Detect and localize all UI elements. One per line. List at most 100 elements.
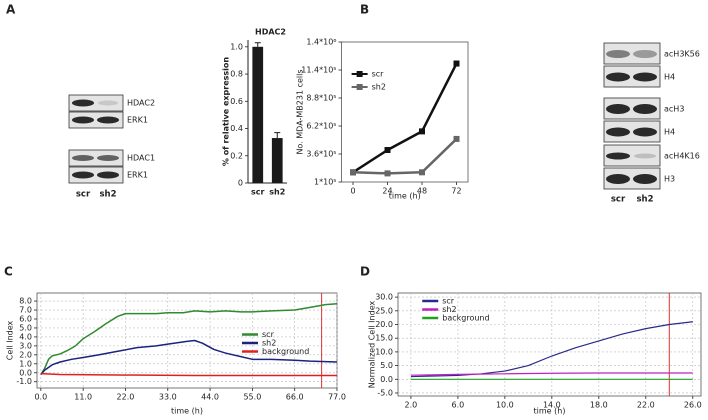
series-line xyxy=(352,62,458,174)
series-line xyxy=(410,372,693,376)
x-tick-label: 44.0 xyxy=(201,393,219,402)
bar xyxy=(271,138,283,183)
y-tick-label: 2.0 xyxy=(19,350,32,359)
y-tick-label: 0 xyxy=(238,179,243,188)
legend-marker xyxy=(356,84,363,90)
lane-label: scr xyxy=(611,195,626,205)
legend-label: scr xyxy=(372,70,385,79)
point xyxy=(350,169,356,176)
x-tick-label: 22.0 xyxy=(637,401,655,410)
blot-label: acH3 xyxy=(664,105,684,114)
y-tick-label: 3.6*10⁵ xyxy=(306,150,336,159)
y-axis-label: % of relative expression xyxy=(222,57,231,167)
x-tick-label: 10.0 xyxy=(496,401,514,410)
plot-frame xyxy=(341,41,469,183)
x-tick-label: 18.0 xyxy=(590,401,608,410)
legend-label: sh2 xyxy=(372,83,386,92)
x-tick-label: scr xyxy=(251,188,265,197)
panel-label: D xyxy=(360,265,370,279)
y-tick-label: 25.0 xyxy=(375,306,393,315)
blot-label: ERK1 xyxy=(127,171,148,180)
x-tick-label: 48 xyxy=(417,187,427,196)
x-axis-label: time (h) xyxy=(389,192,421,201)
blot-label: HDAC1 xyxy=(127,154,155,163)
x-tick-label: 14.0 xyxy=(543,401,561,410)
blot-label: H3 xyxy=(664,175,675,184)
plot-frame xyxy=(36,292,338,389)
legend-marker xyxy=(356,71,363,77)
blot-b xyxy=(603,42,661,190)
panel-label: A xyxy=(6,3,16,17)
y-tick-label: 1.0 xyxy=(19,359,32,368)
series-line xyxy=(40,372,337,377)
x-tick-label: 24 xyxy=(382,187,392,196)
x-tick-label: 0.0 xyxy=(34,393,47,402)
lane-label: sh2 xyxy=(636,195,653,205)
x-tick-label: 55.0 xyxy=(243,393,261,402)
y-tick-label: 0.2 xyxy=(230,151,243,160)
chart-title: HDAC2 xyxy=(255,28,286,37)
x-axis-label: time (h) xyxy=(534,407,566,416)
legend-label: scr xyxy=(262,330,275,339)
y-tick-label: 0.0 xyxy=(380,375,393,384)
x-tick-label: 66.0 xyxy=(286,393,304,402)
blot-label: acH3K56 xyxy=(664,50,700,59)
blot-label: ERK1 xyxy=(127,116,148,125)
y-tick-label: 4.0 xyxy=(19,332,32,341)
y-tick-label: 30.0 xyxy=(375,293,393,302)
point xyxy=(419,128,425,135)
blot-label: H4 xyxy=(664,128,675,137)
series-line xyxy=(40,303,338,375)
x-tick-label: 0 xyxy=(350,187,355,196)
x-tick-label: 33.0 xyxy=(159,393,177,402)
y-tick-label: 7.0 xyxy=(19,306,32,315)
y-tick-label: 5.0 xyxy=(19,323,32,332)
point xyxy=(384,147,391,154)
blot-label: H4 xyxy=(664,73,675,82)
y-tick-label: 15.0 xyxy=(375,334,393,343)
y-tick-label: 1*10⁵ xyxy=(314,178,336,187)
x-tick-label: 26.0 xyxy=(684,401,702,410)
point xyxy=(453,60,460,67)
point xyxy=(419,169,425,176)
point xyxy=(453,135,460,142)
x-tick-label: 11.0 xyxy=(74,393,92,402)
legend-label: background xyxy=(262,347,309,356)
y-tick-label: 0.8 xyxy=(230,70,243,79)
blot-label: acH4K16 xyxy=(664,152,700,161)
x-axis-label: time (h) xyxy=(171,407,203,416)
x-tick-label: 72 xyxy=(451,187,461,196)
bar xyxy=(252,46,264,183)
legend-label: sh2 xyxy=(262,339,276,348)
blot-a xyxy=(68,94,124,184)
y-tick-label: 1.0 xyxy=(230,42,243,51)
legend-label: scr xyxy=(442,297,455,306)
y-tick-label: 8.0 xyxy=(19,297,32,306)
y-axis-label: Cell Index xyxy=(6,320,15,360)
lane-label: sh2 xyxy=(99,190,116,200)
x-tick-label: 2.0 xyxy=(405,401,418,410)
legend-label: sh2 xyxy=(442,305,456,314)
x-tick-label: 77.0 xyxy=(328,393,346,402)
y-axis-label: Normalized Cell Index xyxy=(368,301,377,389)
y-axis-label: No. MDA-MB231 cells xyxy=(296,69,305,154)
x-tick-label: 6.0 xyxy=(452,401,465,410)
lane-label: scr xyxy=(76,190,91,200)
series-line xyxy=(352,138,458,175)
y-tick-label: 6.2*10⁵ xyxy=(306,122,336,131)
y-tick-label: -1.0 xyxy=(16,377,32,386)
y-tick-label: 8.8*10⁵ xyxy=(306,94,336,103)
y-tick-label: 6.0 xyxy=(19,314,32,323)
x-tick-label: sh2 xyxy=(269,188,285,197)
legend-label: background xyxy=(442,314,489,323)
point xyxy=(384,170,391,177)
y-tick-label: 5.0 xyxy=(380,361,393,370)
y-tick-label: 11.4*10⁵ xyxy=(301,66,336,75)
y-tick-label: 0.4 xyxy=(230,124,243,133)
panel-label: B xyxy=(360,3,369,17)
panel-label: C xyxy=(4,265,13,279)
y-tick-label: -5.0 xyxy=(377,388,393,397)
y-tick-label: 1.4*10⁶ xyxy=(306,38,336,47)
series-line xyxy=(40,339,338,376)
